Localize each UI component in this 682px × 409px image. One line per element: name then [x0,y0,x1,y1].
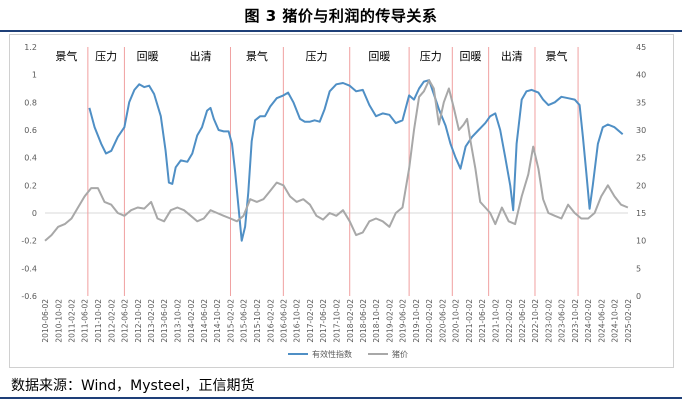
x-axis-tick-label: 2022-10-02 [531,299,540,343]
phase-label: 出清 [190,49,212,63]
x-axis-tick-label: 2015-06-02 [240,299,249,343]
left-axis-tick-label: 0.8 [24,98,37,107]
x-axis-tick-label: 2013-10-02 [174,299,183,343]
x-axis-tick-label: 2021-10-02 [491,299,500,343]
x-axis-tick-label: 2021-06-02 [478,299,487,343]
left-axis-tick-label: 1.2 [24,43,37,52]
right-axis-tick-label: 40 [636,71,646,80]
pig-price-line [44,79,629,242]
x-axis-tick-label: 2018-06-02 [359,299,368,343]
x-axis-tick-label: 2014-02-02 [187,299,196,343]
x-axis-tick-label: 2020-06-02 [438,299,447,343]
phase-label: 景气 [55,49,77,63]
x-axis-tick-label: 2012-06-02 [121,299,130,343]
phase-label: 压力 [420,50,442,63]
x-axis-tick-label: 2023-06-02 [558,299,567,343]
chart-svg: 景气 压力 回暖 出清 景气 压力 回暖 压力 回暖 出清 景气 -0.6 -0.4 -0.2 0 0.2 0.… [21,43,646,359]
legend-label-efficiency: 有效性指数 [312,349,352,359]
x-axis-tick-label: 2018-02-02 [346,299,355,343]
title-bar: 图 3 猪价与利润的传导关系 [0,0,682,32]
x-axis-tick-label: 2015-10-02 [253,299,262,343]
x-axis-tick-label: 2024-02-02 [584,299,593,343]
phase-label: 景气 [546,49,568,63]
phase-label: 回暖 [368,50,390,63]
x-axis-tick-label: 2022-06-02 [518,299,527,343]
x-axis-tick-label: 2019-10-02 [412,299,421,343]
x-axis-tick-label: 2016-10-02 [293,299,302,343]
x-axis-tick-label: 2018-10-02 [372,299,381,343]
left-axis-tick-label: -0.2 [21,237,37,246]
x-axis-tick-label: 2012-10-02 [134,299,143,343]
x-axis-tick-label: 2016-06-02 [279,299,288,343]
left-axis-tick-label: 0.4 [24,154,37,163]
x-axis-tick-label: 2011-02-02 [68,299,77,343]
x-axis-tick-label: 2011-10-02 [94,299,103,343]
source-bar: 数据来源：Wind，Mysteel，正信期货 [0,371,682,399]
right-axis-tick-label: 45 [636,43,646,52]
x-axis-tick-label: 2023-10-02 [571,299,580,343]
x-axis-tick-label: 2024-10-02 [611,299,620,343]
phase-label: 出清 [501,49,523,63]
left-axis-tick-label: 0.6 [24,126,37,135]
x-axis-tick-label: 2020-02-02 [425,299,434,343]
phase-label: 压力 [306,50,328,63]
left-axis-tick-label: 0 [32,209,37,218]
right-axis-tick-label: 15 [636,209,646,218]
x-axis-tick-label: 2017-02-02 [306,299,315,343]
x-axis-tick-label: 2014-10-02 [213,299,222,343]
left-axis-tick-label: 1 [32,71,37,80]
right-axis-tick-label: 25 [636,154,646,163]
x-axis-tick-label: 2016-02-02 [266,299,275,343]
phase-label: 压力 [95,50,117,63]
x-axis-tick-label: 2025-02-02 [624,299,633,343]
left-axis-tick-label: -0.4 [21,264,37,273]
x-axis-tick-label: 2024-06-02 [597,299,606,343]
x-axis-tick-label: 2010-10-02 [54,299,63,343]
x-axis-tick-label: 2023-02-02 [544,299,553,343]
x-axis-tick-label: 2022-02-02 [505,299,514,343]
right-axis-tick-label: 30 [636,126,646,135]
x-axis-tick-label: 2012-02-02 [107,299,116,343]
left-axis-tick-label: 0.2 [24,181,37,190]
right-axis-tick-label: 0 [636,292,641,301]
x-axis-tick-label: 2017-10-02 [332,299,341,343]
x-axis-tick-label: 2020-10-02 [452,299,461,343]
x-axis-tick-label: 2019-02-02 [386,299,395,343]
x-axis-tick-label: 2014-06-02 [200,299,209,343]
right-axis-tick-label: 20 [636,181,646,190]
phase-label: 景气 [246,49,268,63]
x-axis-tick-label: 2010-06-02 [41,299,50,343]
phase-label: 回暖 [459,50,481,63]
right-axis-tick-label: 35 [636,98,646,107]
x-axis-tick-label: 2013-02-02 [147,299,156,343]
figure-title: 图 3 猪价与利润的传导关系 [244,6,438,25]
x-axis-tick-label: 2019-06-02 [399,299,408,343]
right-axis-tick-label: 10 [636,237,646,246]
phase-label: 回暖 [137,50,159,63]
right-axis-tick-label: 5 [636,264,641,273]
efficiency-index-line [88,79,624,242]
x-axis-tick-label: 2015-02-02 [227,299,236,343]
x-axis-tick-label: 2021-02-02 [465,299,474,343]
left-axis-tick-label: -0.6 [21,292,37,301]
x-axis-tick-label: 2013-06-02 [160,299,169,343]
x-axis-tick-label: 2011-06-02 [81,299,90,343]
x-axis-tick-label: 2017-06-02 [319,299,328,343]
legend-label-price: 猪价 [392,349,408,359]
chart-frame: 景气 压力 回暖 出清 景气 压力 回暖 压力 回暖 出清 景气 -0.6 -0.4 -0.2 0 0.2 0.… [9,34,674,368]
data-source: 数据来源：Wind，Mysteel，正信期货 [11,378,255,394]
